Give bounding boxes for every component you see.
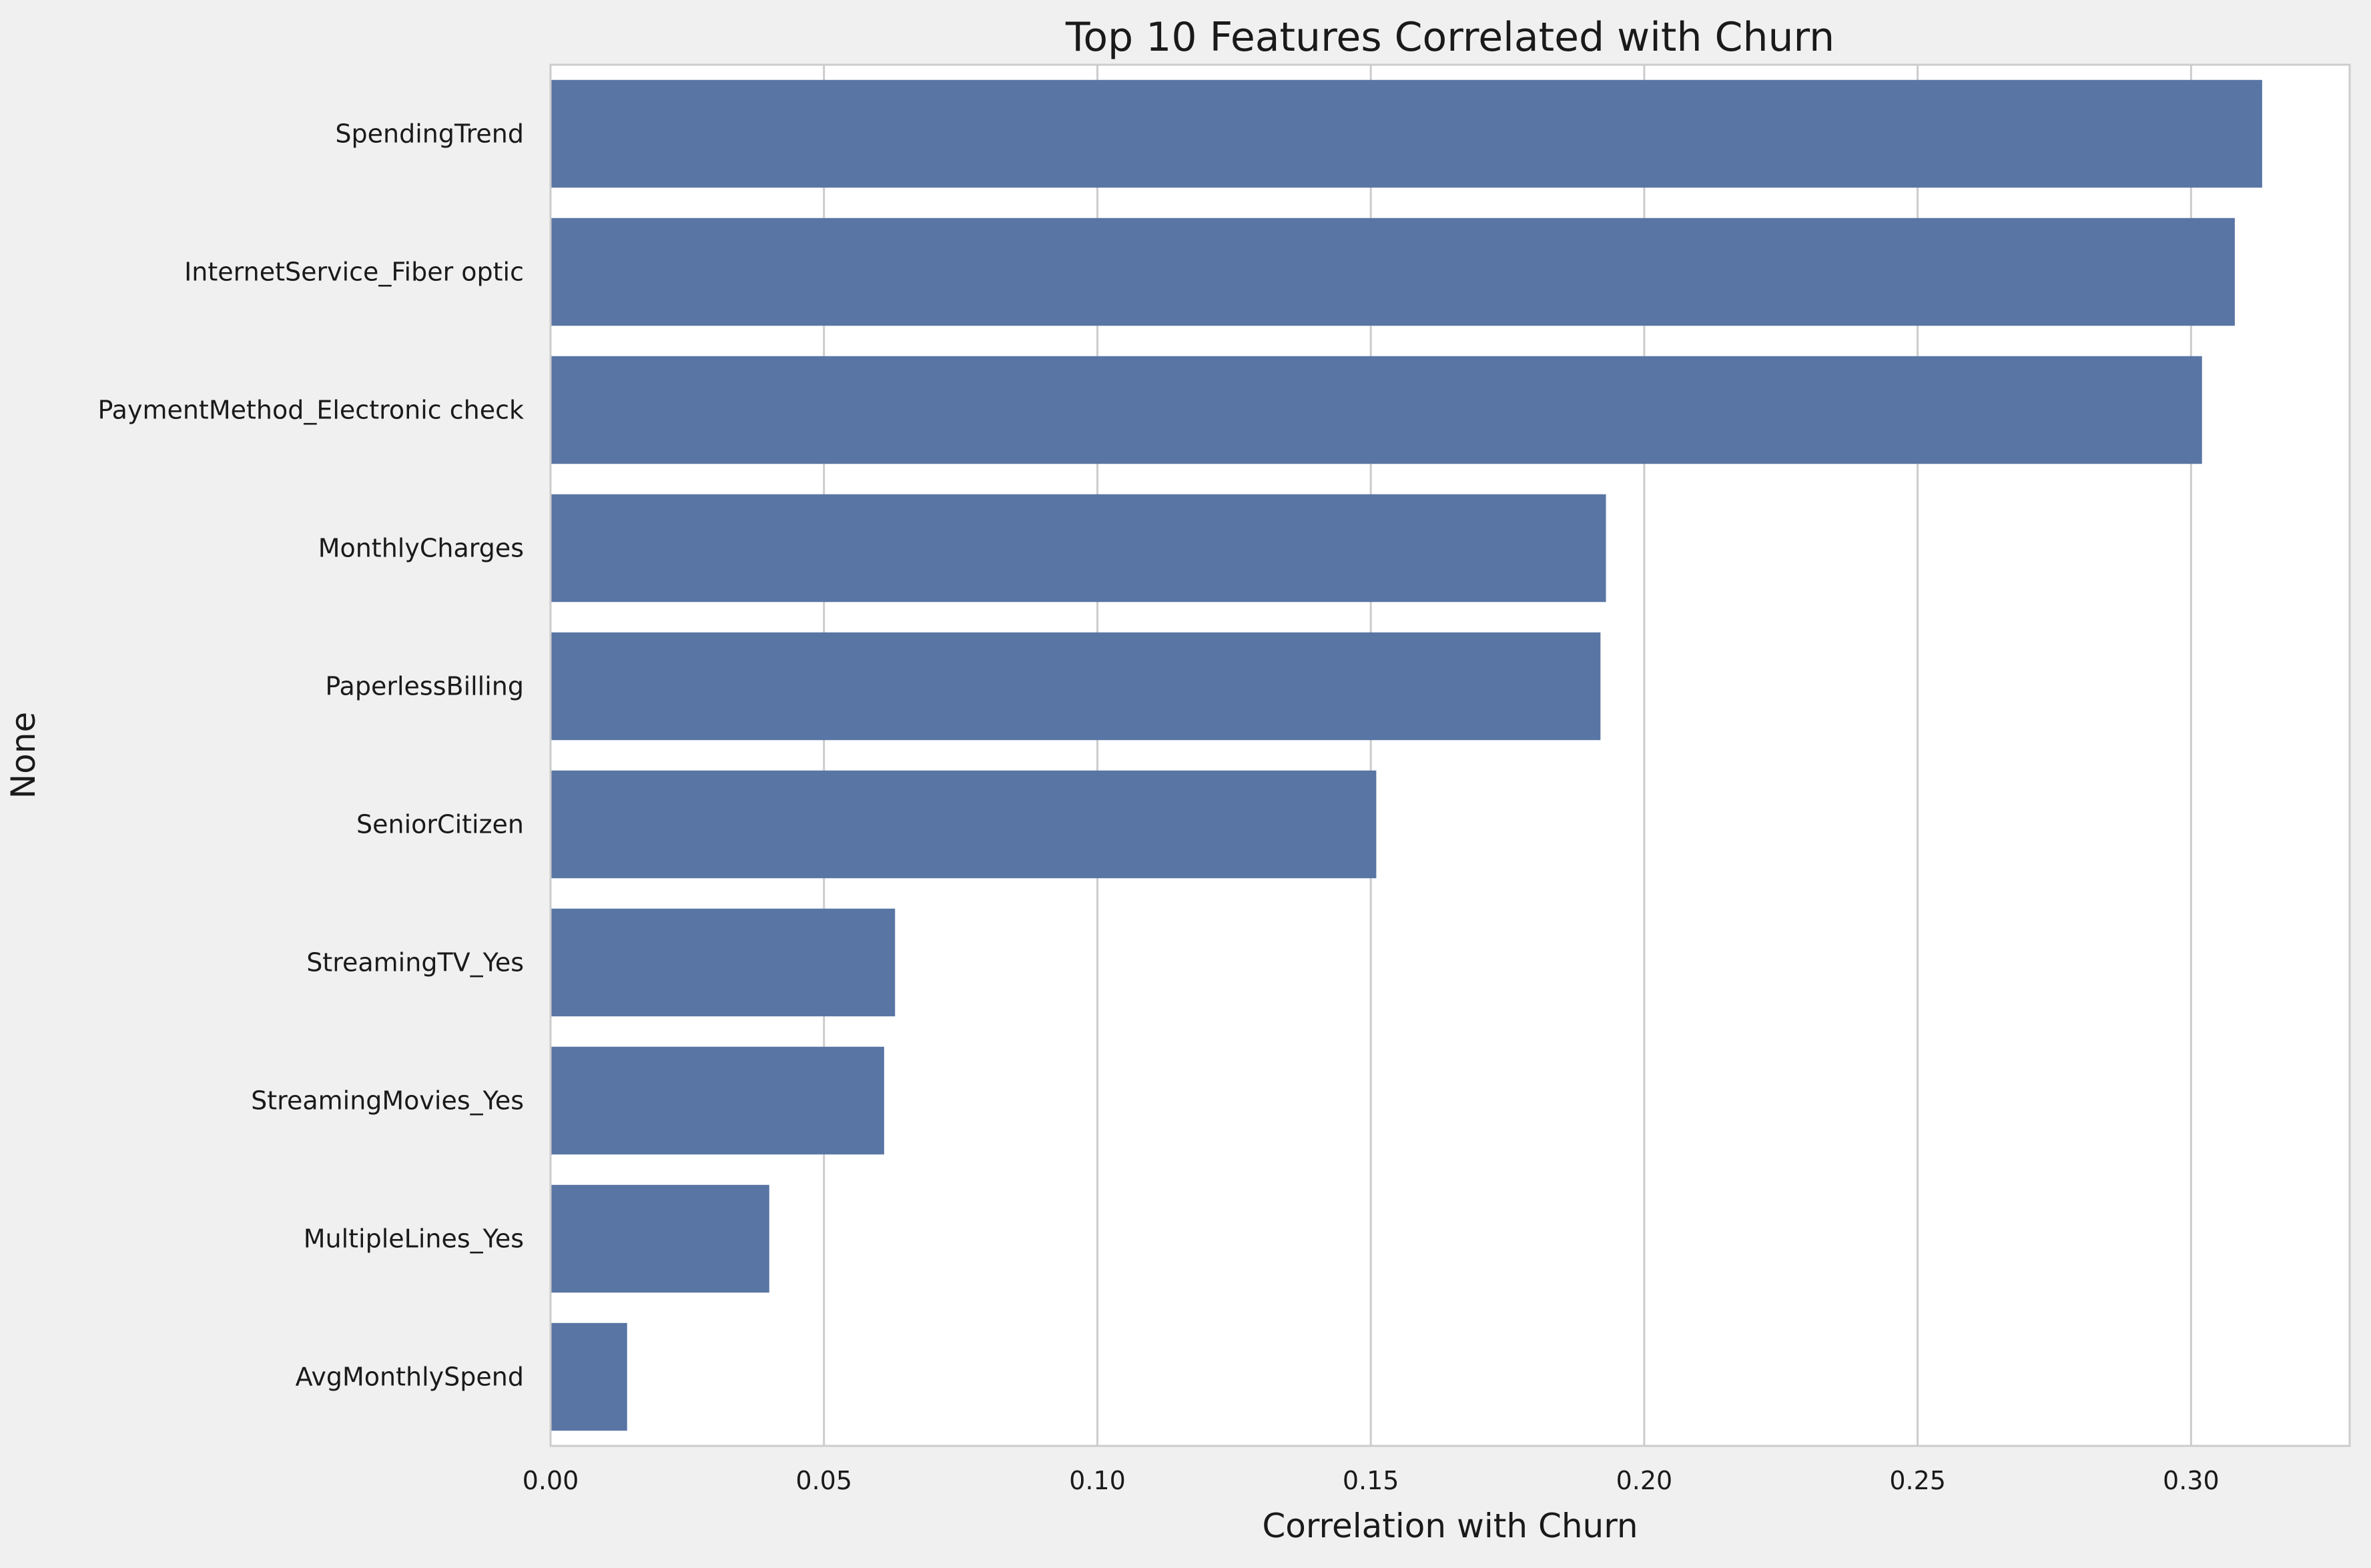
bar xyxy=(551,908,896,1017)
y-axis-label: None xyxy=(4,712,43,799)
x-tick-label: 0.05 xyxy=(795,1466,852,1495)
x-axis-ticks: 0.00 0.05 0.10 0.15 0.20 0.25 0.30 xyxy=(523,1466,2220,1495)
x-tick-label: 0.20 xyxy=(1616,1466,1673,1495)
x-tick-label: 0.15 xyxy=(1343,1466,1399,1495)
y-category-label: MultipleLines_Yes xyxy=(304,1224,524,1254)
y-category-label: SpendingTrend xyxy=(335,119,524,149)
bar xyxy=(551,770,1377,879)
y-category-label: AvgMonthlySpend xyxy=(296,1362,524,1392)
bar xyxy=(551,79,2262,188)
y-axis-categories: SpendingTrend InternetService_Fiber optic… xyxy=(97,119,524,1392)
bar xyxy=(551,494,1606,603)
x-tick-label: 0.10 xyxy=(1069,1466,1126,1495)
y-category-label: InternetService_Fiber optic xyxy=(184,258,524,287)
bars xyxy=(551,79,2262,1431)
y-category-label: StreamingMovies_Yes xyxy=(251,1086,524,1116)
x-tick-label: 0.25 xyxy=(1889,1466,1946,1495)
y-category-label: MonthlyCharges xyxy=(318,534,524,563)
y-category-label: SeniorCitizen xyxy=(356,810,524,839)
y-category-label: PaymentMethod_Electronic check xyxy=(97,396,524,425)
y-category-label: PaperlessBilling xyxy=(325,672,524,701)
bar xyxy=(551,218,2235,326)
bar xyxy=(551,356,2202,464)
x-axis-label: Correlation with Churn xyxy=(1262,1507,1638,1545)
bar xyxy=(551,1184,769,1293)
bar xyxy=(551,1046,884,1155)
y-category-label: StreamingTV_Yes xyxy=(306,948,524,977)
chart-title: Top 10 Features Correlated with Churn xyxy=(1065,14,1834,61)
bar xyxy=(551,632,1601,741)
plot-frame xyxy=(549,63,2351,1447)
bar xyxy=(551,1322,627,1431)
x-tick-label: 0.30 xyxy=(2163,1466,2220,1495)
x-tick-label: 0.00 xyxy=(523,1466,579,1495)
